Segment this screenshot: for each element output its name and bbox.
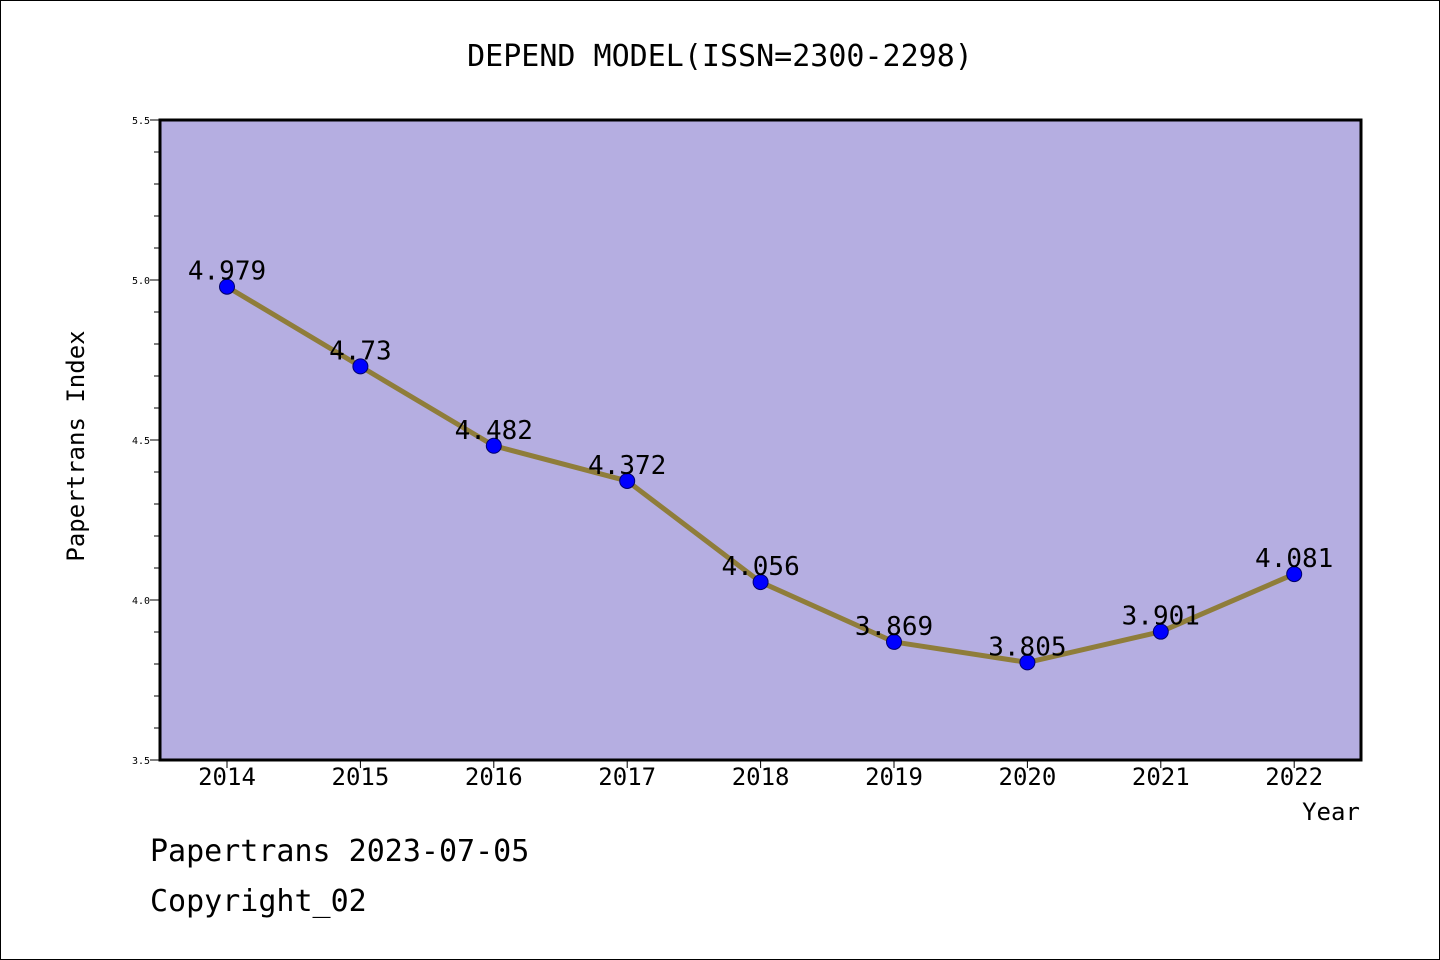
x-tick-label: 2017 bbox=[598, 763, 656, 791]
x-axis: 2014 2015 2016 2017 2018 2019 2020 2021 2022 bbox=[198, 760, 1323, 791]
x-axis-label: Year bbox=[1302, 798, 1360, 826]
data-label: 3.805 bbox=[988, 632, 1066, 662]
data-label: 4.081 bbox=[1255, 544, 1333, 574]
footer-copyright: Copyright_02 bbox=[150, 884, 367, 919]
x-tick-label: 2019 bbox=[865, 763, 923, 791]
x-tick-label: 2018 bbox=[732, 763, 790, 791]
data-point bbox=[752, 574, 769, 591]
x-tick-label: 2014 bbox=[198, 763, 256, 791]
data-label: 4.482 bbox=[455, 416, 533, 446]
x-tick-label: 2015 bbox=[332, 763, 390, 791]
data-point bbox=[886, 633, 902, 650]
data-point bbox=[219, 278, 235, 295]
data-point bbox=[619, 472, 636, 489]
y-tick-label: 5.5 bbox=[132, 116, 150, 127]
data-point bbox=[1152, 623, 1169, 640]
x-tick-label: 2022 bbox=[1265, 763, 1323, 791]
x-tick-label: 2021 bbox=[1132, 763, 1190, 791]
data-label: 3.901 bbox=[1122, 602, 1200, 632]
data-point bbox=[352, 358, 369, 375]
footer-date: Papertrans 2023-07-05 bbox=[150, 834, 530, 869]
data-labels: 4.979 4.73 4.482 4.372 4.056 3.869 3.805 3.901 4… bbox=[188, 257, 1333, 663]
y-tick-label: 4.0 bbox=[132, 596, 150, 607]
chart-title: DEPEND MODEL(ISSN=2300-2298) bbox=[467, 39, 973, 74]
data-label: 3.869 bbox=[855, 612, 933, 642]
plot-area bbox=[158, 118, 1363, 762]
y-tick-label: 5.0 bbox=[132, 276, 150, 287]
data-label: 4.73 bbox=[329, 336, 392, 366]
y-axis: 3.5 4.0 4.5 5.0 5.5 bbox=[132, 116, 160, 767]
x-tick-label: 2020 bbox=[999, 763, 1057, 791]
data-point bbox=[1286, 566, 1303, 583]
data-label: 4.372 bbox=[588, 451, 666, 481]
x-tick-label: 2016 bbox=[465, 763, 523, 791]
data-label: 4.979 bbox=[188, 257, 266, 287]
data-point bbox=[485, 437, 502, 454]
y-tick-label: 3.5 bbox=[132, 756, 150, 767]
y-tick-label: 4.5 bbox=[132, 436, 150, 447]
series-markers bbox=[219, 278, 1303, 671]
data-label: 4.056 bbox=[721, 552, 799, 582]
data-point bbox=[1019, 654, 1036, 671]
y-axis-label: Papertrans Index bbox=[62, 330, 90, 561]
